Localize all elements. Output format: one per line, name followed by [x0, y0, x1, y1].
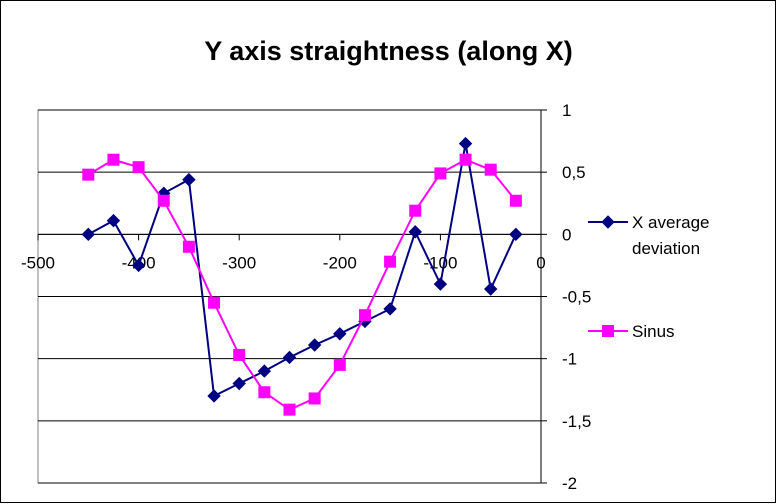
- series-0-point-1: [106, 213, 121, 228]
- y-tick-label-1: 0,5: [562, 163, 586, 182]
- series-0-point-4: [182, 172, 196, 187]
- series-1-point-10: [333, 358, 346, 371]
- x-tick-label-3: -200: [323, 253, 357, 272]
- series-1-point-1: [107, 153, 120, 166]
- x-tick-label-5: 0: [536, 253, 545, 272]
- y-tick-label-5: -1,5: [562, 412, 591, 431]
- series-0-point-12: [383, 302, 397, 316]
- series-0-point-2: [131, 258, 146, 273]
- series-1-point-15: [459, 153, 472, 166]
- y-tick-label-6: -2: [562, 474, 577, 493]
- series-1-point-12: [384, 255, 397, 268]
- series-1-point-14: [434, 167, 447, 180]
- series-0-point-7: [257, 364, 272, 378]
- series-1-point-0: [82, 168, 95, 181]
- y-tick-label-2: 0: [562, 225, 571, 244]
- y-tick-label-3: -0,5: [562, 288, 591, 307]
- x-tick-label-0: -500: [21, 253, 55, 272]
- x-tick-label-2: -300: [222, 253, 256, 272]
- x-tick-label-4: -100: [423, 253, 457, 272]
- series-1-point-7: [258, 386, 271, 399]
- series-1-point-13: [409, 204, 422, 217]
- series-legend-1-point-0: [602, 325, 614, 337]
- series-1-point-2: [132, 161, 145, 174]
- series-0-point-17: [509, 227, 523, 242]
- series-0-point-0: [81, 227, 96, 242]
- series-1-point-11: [358, 309, 371, 322]
- y-tick-label-4: -1: [562, 350, 577, 369]
- series-0-point-10: [333, 327, 347, 341]
- series-1-point-5: [208, 296, 221, 309]
- series-1-point-8: [283, 403, 296, 416]
- legend-label-0-line-1: deviation: [632, 239, 700, 258]
- series-legend-0-point-0: [601, 215, 615, 229]
- series-1-point-9: [308, 392, 321, 405]
- legend-label-1: Sinus: [632, 322, 675, 341]
- series-1-point-4: [182, 240, 195, 253]
- y-tick-label-0: 1: [562, 101, 571, 120]
- series-1-point-3: [157, 194, 170, 207]
- series-0-point-15: [458, 136, 473, 151]
- series-0-point-9: [307, 338, 322, 352]
- series-0-point-8: [282, 350, 297, 365]
- legend-label-0-line-0: X average: [632, 213, 710, 232]
- series-1-point-6: [233, 348, 246, 361]
- series-0-point-5: [207, 389, 221, 403]
- series-0-point-16: [483, 282, 498, 296]
- series-1-point-16: [484, 163, 497, 176]
- series-0-point-14: [433, 277, 448, 291]
- series-1-point-17: [509, 194, 522, 207]
- series-0-point-13: [408, 225, 422, 239]
- series-0-point-6: [232, 376, 246, 391]
- chart-title: Y axis straightness (along X): [204, 36, 573, 66]
